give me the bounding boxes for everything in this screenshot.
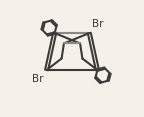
Text: Br: Br <box>92 19 104 29</box>
Text: Br: Br <box>32 74 44 84</box>
